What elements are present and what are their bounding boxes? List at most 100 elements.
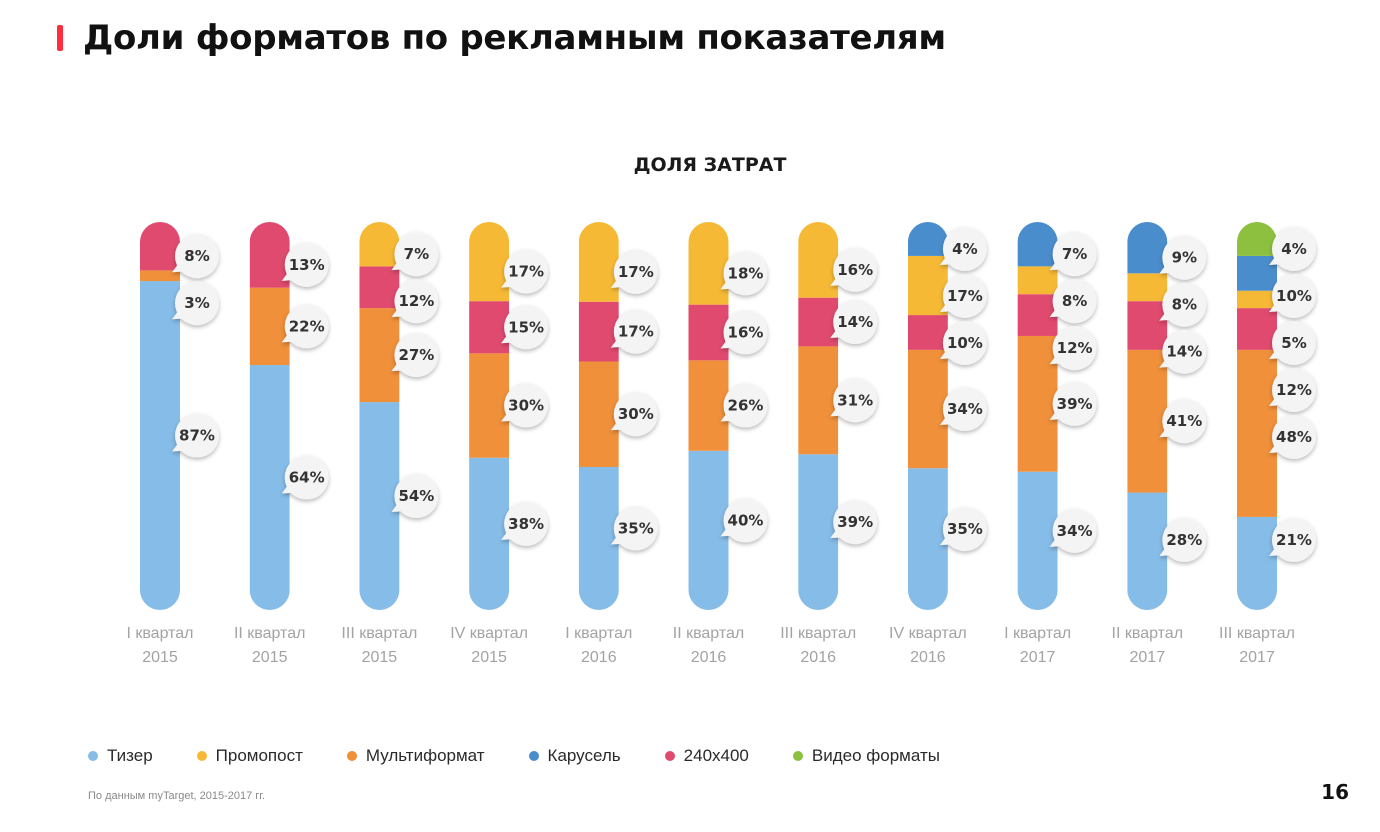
bar-segment	[1237, 290, 1277, 309]
value-bubble	[1269, 226, 1316, 271]
value-bubble	[172, 234, 219, 279]
bubble-circle	[504, 305, 549, 350]
value-bubble	[610, 309, 658, 354]
bar-segment	[469, 457, 510, 610]
page-header: Доли форматов по рекламным показателям	[57, 14, 946, 62]
x-tick-label: IV квартал 2015	[450, 625, 528, 666]
legend-swatch	[346, 751, 357, 761]
value-bubble	[281, 242, 329, 287]
bubble-circle	[175, 234, 219, 279]
value-bubble	[172, 413, 219, 458]
data-label: 35%	[618, 519, 654, 537]
x-tick-label: II квартал 2015	[234, 625, 305, 666]
bar-segment	[140, 281, 180, 610]
data-label: 17%	[947, 287, 983, 305]
data-label: 27%	[398, 346, 434, 364]
bubble-circle	[1272, 320, 1316, 365]
x-tick-label: III квартал 2015	[341, 625, 417, 666]
bar-segment	[359, 266, 400, 309]
bubble-circle	[1162, 399, 1207, 444]
value-bubble	[720, 251, 768, 296]
data-label: 8%	[1172, 296, 1197, 314]
x-tick-label: II квартал 2016	[673, 625, 744, 666]
bar-segment	[140, 270, 180, 282]
bubble-circle	[504, 383, 549, 428]
bubble-circle	[394, 474, 439, 519]
data-label: 34%	[1057, 522, 1093, 540]
bar-segment	[249, 222, 290, 288]
legend-label: Видео форматы	[811, 746, 940, 765]
value-bubble	[939, 387, 987, 432]
data-label: 30%	[508, 397, 544, 415]
data-label: 8%	[1062, 292, 1087, 310]
x-tick-label: III квартал 2016	[780, 625, 856, 666]
bar-segment	[1127, 273, 1168, 302]
bar-segment	[907, 222, 948, 256]
data-label: 87%	[179, 427, 215, 445]
value-bubble	[1049, 279, 1097, 324]
value-bubble	[1269, 367, 1316, 412]
legend-item-240x400: 240x400	[664, 746, 749, 766]
bubble-circle	[723, 310, 768, 355]
value-bubble	[172, 281, 219, 326]
bubble-circle	[723, 383, 768, 428]
bar-stack	[1127, 222, 1168, 610]
bar-segment	[1017, 335, 1058, 472]
legend-item-teaser: Тизер	[88, 746, 153, 766]
x-tick-label: IV квартал 2016	[889, 625, 967, 666]
bubble-circle	[1272, 518, 1316, 562]
data-label: 14%	[1166, 343, 1202, 361]
value-bubble	[281, 455, 329, 500]
data-label: 8%	[184, 247, 209, 265]
bar-segment	[688, 304, 729, 361]
bar-segment	[1017, 471, 1058, 610]
bar-segment	[359, 308, 400, 403]
x-tick-label: III квартал 2017	[1219, 625, 1295, 666]
value-bubble	[1269, 273, 1316, 318]
bar-segment	[578, 361, 619, 467]
bar-segment	[578, 222, 619, 302]
legend-label: 240x400	[683, 746, 749, 765]
data-label: 48%	[1276, 428, 1312, 446]
value-bubble	[1269, 320, 1316, 365]
bubble-circle	[1052, 508, 1097, 553]
bar-stack	[359, 222, 400, 610]
bubble-circle	[1052, 279, 1097, 324]
value-bubble	[391, 474, 439, 519]
bar-segment	[1127, 301, 1168, 350]
bubble-circle	[723, 498, 768, 543]
bubble-circle	[942, 507, 987, 552]
bar-segment	[359, 222, 400, 267]
bar-segment	[140, 222, 180, 271]
legend-swatch	[664, 751, 675, 761]
bubble-circle	[942, 320, 987, 365]
value-bubble	[939, 320, 987, 365]
data-label: 7%	[1062, 245, 1087, 263]
bubble-circle	[1272, 273, 1316, 318]
bubble-circle	[175, 281, 219, 326]
bubble-circle	[833, 300, 878, 345]
bar-segment	[1237, 222, 1277, 256]
bubble-circle	[613, 309, 658, 354]
bar-segment	[578, 466, 619, 610]
legend-swatch	[88, 751, 98, 761]
data-label: 39%	[837, 513, 873, 531]
data-label: 10%	[1276, 287, 1312, 305]
legend-swatch	[792, 751, 803, 761]
bubble-circle	[394, 333, 439, 378]
x-tick-label: I квартал 2017	[1004, 625, 1071, 666]
bubble-circle	[942, 226, 987, 271]
value-bubble	[720, 498, 768, 543]
bar-segment	[907, 468, 948, 610]
bar-segment	[1127, 492, 1168, 610]
page-number: 16	[1321, 780, 1349, 804]
bar-segment	[1237, 516, 1277, 610]
data-label: 13%	[289, 256, 325, 274]
value-bubble	[939, 273, 987, 318]
bubble-circle	[394, 279, 439, 324]
data-label: 40%	[728, 511, 764, 529]
bubble-circle	[1162, 235, 1207, 280]
page-title: Доли форматов по рекламным показателям	[83, 18, 946, 58]
bubble-circle	[1272, 367, 1316, 412]
legend-swatch	[196, 751, 207, 761]
